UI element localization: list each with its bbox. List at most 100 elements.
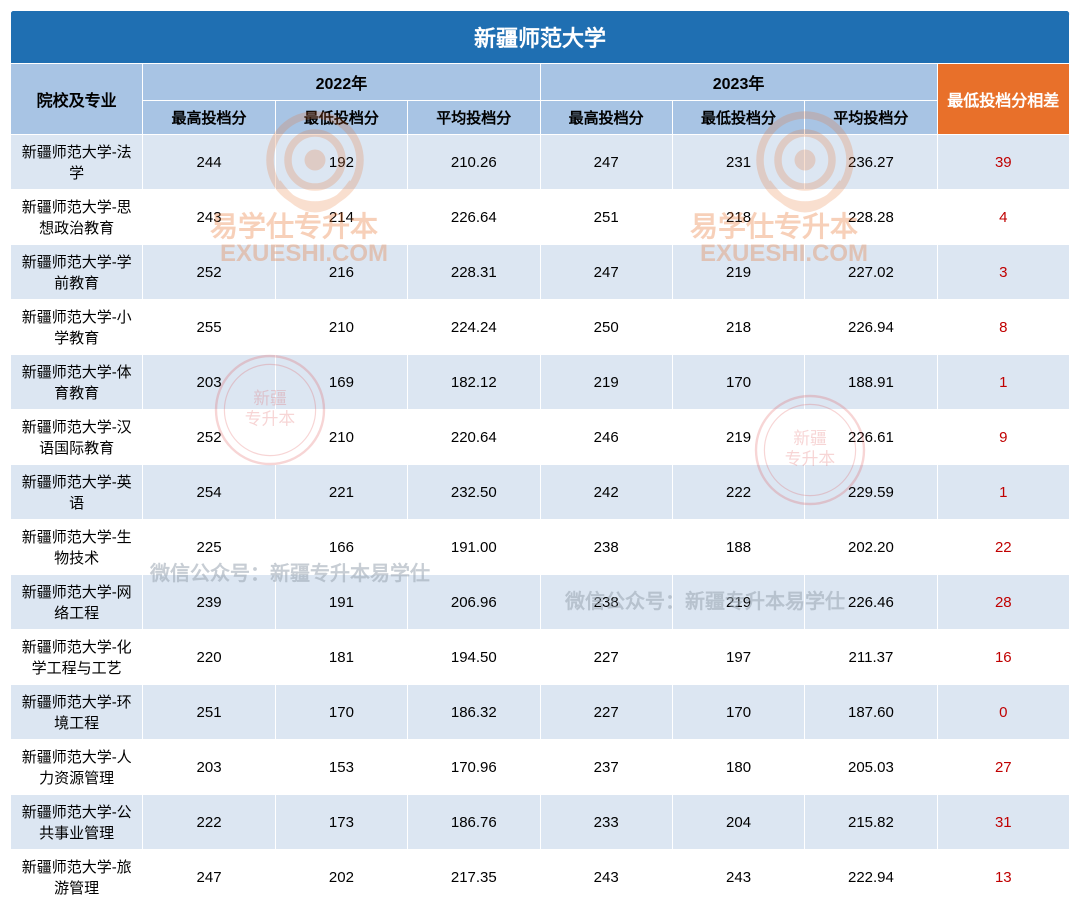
- cell-major: 新疆师范大学-汉语国际教育: [11, 410, 143, 465]
- cell-2022-min: 214: [275, 190, 407, 245]
- col-2022-max: 最高投档分: [143, 101, 275, 135]
- cell-2023-max: 219: [540, 355, 672, 410]
- cell-major: 新疆师范大学-体育教育: [11, 355, 143, 410]
- cell-2022-min: 181: [275, 630, 407, 685]
- cell-2023-max: 227: [540, 630, 672, 685]
- cell-2022-min: 170: [275, 685, 407, 740]
- cell-2022-max: 203: [143, 355, 275, 410]
- col-2023-avg: 平均投档分: [805, 101, 937, 135]
- cell-2023-min: 219: [672, 245, 804, 300]
- table-row: 新疆师范大学-思想政治教育243214226.64251218228.284: [11, 190, 1070, 245]
- cell-2023-max: 233: [540, 795, 672, 850]
- col-2023-min: 最低投档分: [672, 101, 804, 135]
- cell-2023-min: 197: [672, 630, 804, 685]
- cell-2023-avg: 187.60: [805, 685, 937, 740]
- cell-diff: 8: [937, 300, 1069, 355]
- table-row: 新疆师范大学-旅游管理247202217.35243243222.9413: [11, 850, 1070, 905]
- cell-diff: 1: [937, 355, 1069, 410]
- cell-2022-max: 239: [143, 575, 275, 630]
- cell-2023-max: 238: [540, 520, 672, 575]
- cell-2022-avg: 186.76: [408, 795, 540, 850]
- cell-2022-max: 203: [143, 740, 275, 795]
- cell-2023-avg: 229.59: [805, 465, 937, 520]
- cell-2022-avg: 224.24: [408, 300, 540, 355]
- table-row: 新疆师范大学-网络工程239191206.96238219226.4628: [11, 575, 1070, 630]
- table-title: 新疆师范大学: [11, 11, 1070, 64]
- cell-2023-min: 170: [672, 355, 804, 410]
- cell-2022-min: 169: [275, 355, 407, 410]
- table-row: 新疆师范大学-公共事业管理222173186.76233204215.8231: [11, 795, 1070, 850]
- cell-2023-min: 219: [672, 410, 804, 465]
- cell-2022-min: 191: [275, 575, 407, 630]
- col-diff: 最低投档分相差: [937, 64, 1069, 135]
- cell-2023-max: 247: [540, 135, 672, 190]
- cell-2023-min: 219: [672, 575, 804, 630]
- cell-2023-avg: 226.46: [805, 575, 937, 630]
- cell-2022-avg: 191.00: [408, 520, 540, 575]
- cell-2022-avg: 182.12: [408, 355, 540, 410]
- cell-2023-avg: 227.02: [805, 245, 937, 300]
- col-2022-min: 最低投档分: [275, 101, 407, 135]
- cell-2022-max: 222: [143, 795, 275, 850]
- cell-2022-max: 255: [143, 300, 275, 355]
- cell-2023-min: 222: [672, 465, 804, 520]
- table-row: 新疆师范大学-化学工程与工艺220181194.50227197211.3716: [11, 630, 1070, 685]
- cell-2022-avg: 170.96: [408, 740, 540, 795]
- cell-2022-min: 202: [275, 850, 407, 905]
- table-row: 新疆师范大学-生物技术225166191.00238188202.2022: [11, 520, 1070, 575]
- cell-2022-avg: 220.64: [408, 410, 540, 465]
- cell-2022-avg: 186.32: [408, 685, 540, 740]
- cell-2023-max: 246: [540, 410, 672, 465]
- table-row: 新疆师范大学-小学教育255210224.24250218226.948: [11, 300, 1070, 355]
- cell-2023-avg: 215.82: [805, 795, 937, 850]
- cell-2022-min: 153: [275, 740, 407, 795]
- cell-diff: 16: [937, 630, 1069, 685]
- cell-2023-avg: 205.03: [805, 740, 937, 795]
- cell-2022-max: 244: [143, 135, 275, 190]
- cell-2023-avg: 222.94: [805, 850, 937, 905]
- cell-2023-avg: 226.61: [805, 410, 937, 465]
- cell-2023-avg: 202.20: [805, 520, 937, 575]
- cell-diff: 3: [937, 245, 1069, 300]
- table-row: 新疆师范大学-环境工程251170186.32227170187.600: [11, 685, 1070, 740]
- cell-2023-min: 180: [672, 740, 804, 795]
- cell-2022-avg: 194.50: [408, 630, 540, 685]
- col-year-2023: 2023年: [540, 64, 937, 101]
- table-row: 新疆师范大学-英语254221232.50242222229.591: [11, 465, 1070, 520]
- table-row: 新疆师范大学-法学244192210.26247231236.2739: [11, 135, 1070, 190]
- cell-2022-min: 210: [275, 410, 407, 465]
- cell-2023-max: 237: [540, 740, 672, 795]
- col-year-2022: 2022年: [143, 64, 540, 101]
- cell-2023-max: 243: [540, 850, 672, 905]
- cell-diff: 13: [937, 850, 1069, 905]
- cell-2022-min: 166: [275, 520, 407, 575]
- table-row: 新疆师范大学-人力资源管理203153170.96237180205.0327: [11, 740, 1070, 795]
- cell-2023-min: 170: [672, 685, 804, 740]
- cell-2023-avg: 236.27: [805, 135, 937, 190]
- cell-2023-avg: 228.28: [805, 190, 937, 245]
- cell-2023-min: 218: [672, 300, 804, 355]
- cell-2023-max: 247: [540, 245, 672, 300]
- cell-2023-max: 242: [540, 465, 672, 520]
- cell-diff: 1: [937, 465, 1069, 520]
- cell-major: 新疆师范大学-网络工程: [11, 575, 143, 630]
- cell-diff: 39: [937, 135, 1069, 190]
- cell-2023-avg: 211.37: [805, 630, 937, 685]
- cell-2022-max: 252: [143, 245, 275, 300]
- score-table-container: 易学仕专升本 易学仕专升本 EXUESHI.COM EXUESHI.COM 新疆…: [10, 10, 1070, 905]
- cell-major: 新疆师范大学-英语: [11, 465, 143, 520]
- cell-major: 新疆师范大学-化学工程与工艺: [11, 630, 143, 685]
- cell-2023-min: 243: [672, 850, 804, 905]
- cell-2023-max: 238: [540, 575, 672, 630]
- cell-diff: 28: [937, 575, 1069, 630]
- cell-2023-min: 218: [672, 190, 804, 245]
- cell-2022-avg: 217.35: [408, 850, 540, 905]
- cell-2023-max: 227: [540, 685, 672, 740]
- cell-diff: 0: [937, 685, 1069, 740]
- cell-diff: 31: [937, 795, 1069, 850]
- table-body: 新疆师范大学-法学244192210.26247231236.2739新疆师范大…: [11, 135, 1070, 905]
- cell-major: 新疆师范大学-思想政治教育: [11, 190, 143, 245]
- cell-2022-avg: 226.64: [408, 190, 540, 245]
- cell-2022-min: 173: [275, 795, 407, 850]
- cell-2023-avg: 188.91: [805, 355, 937, 410]
